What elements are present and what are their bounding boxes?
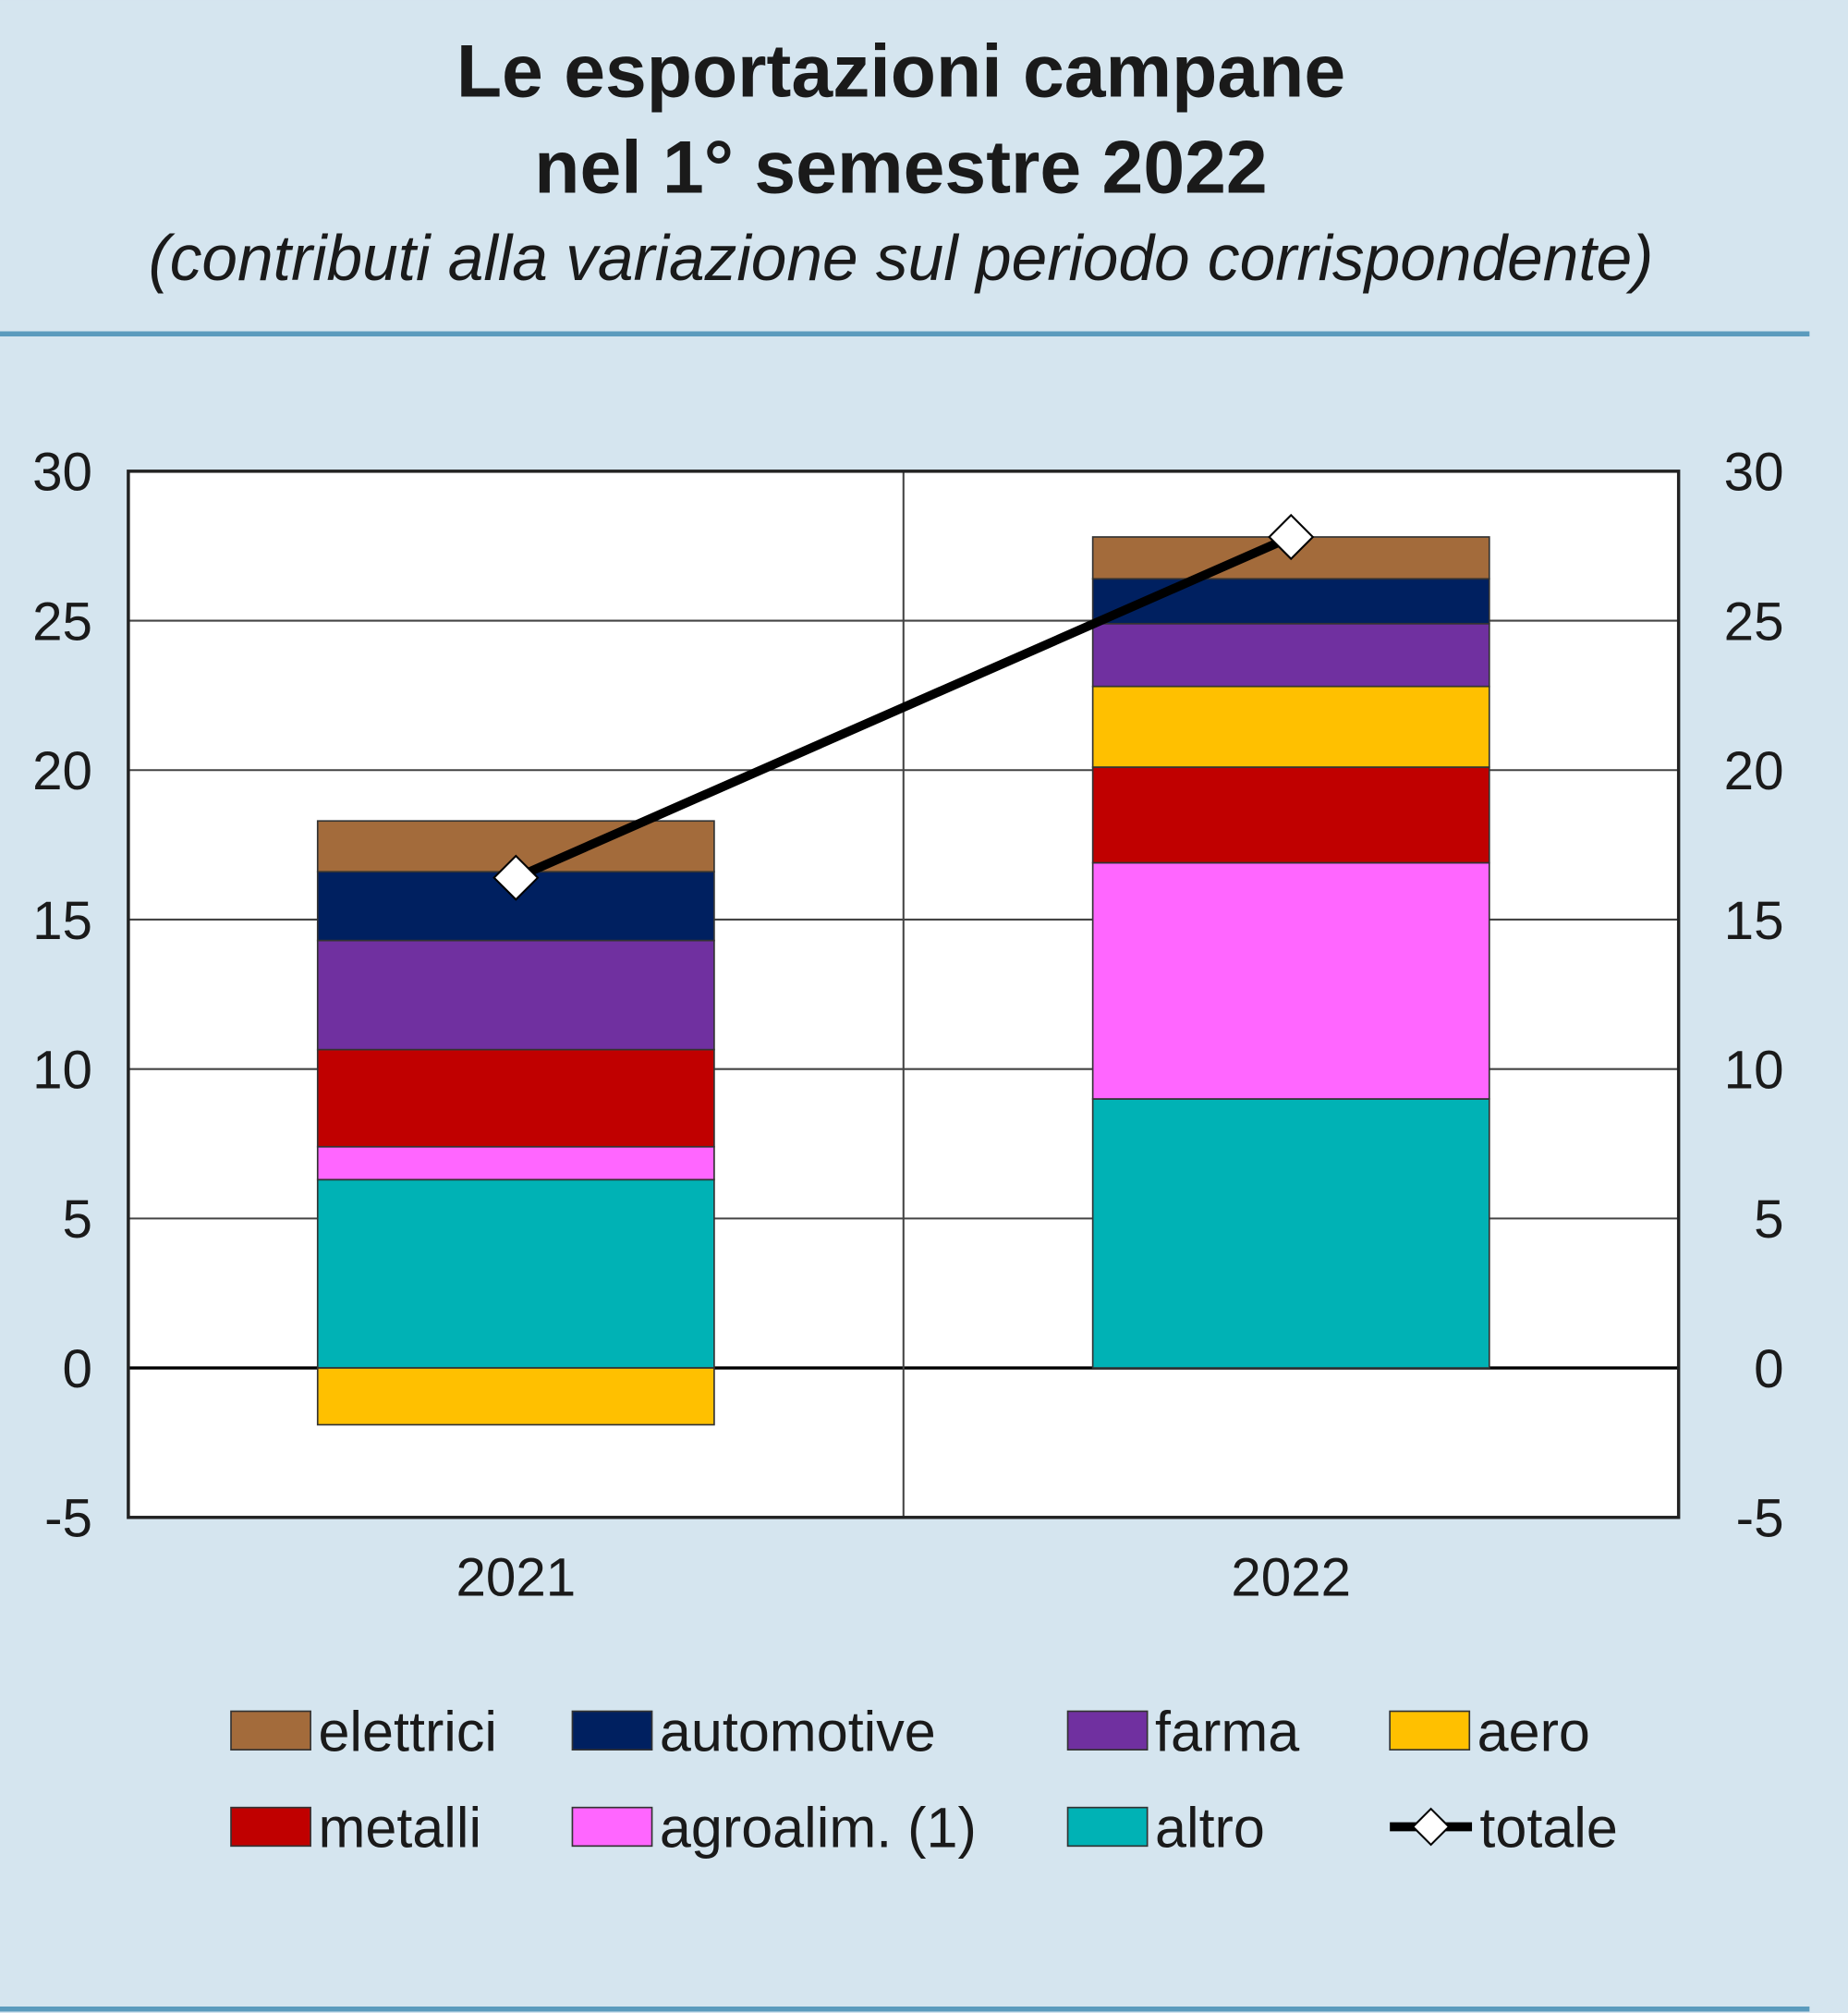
bar-segment-aero (316, 1367, 715, 1426)
legend-label: elettrici (318, 1701, 497, 1763)
y-tick-right: 20 (1724, 741, 1784, 801)
bar-segment-metalli (316, 1048, 715, 1148)
bar-segment-farma (1091, 622, 1490, 688)
bar-segment-altro (316, 1178, 715, 1369)
totale-marker (492, 854, 540, 901)
bar-segment-farma (316, 939, 715, 1051)
chart-title-line1: Le esportazioni campane (456, 30, 1345, 113)
y-tick-left: -5 (44, 1489, 92, 1549)
y-tick-left: 10 (32, 1040, 92, 1100)
x-tick-label: 2022 (1231, 1547, 1351, 1607)
legend-swatch (230, 1710, 311, 1751)
y-tick-right: 30 (1724, 443, 1784, 503)
legend-label: farma (1155, 1701, 1299, 1763)
legend-swatch (1389, 1710, 1471, 1751)
bar-segment-altro (1091, 1098, 1490, 1369)
legend-swatch (571, 1806, 653, 1848)
y-tick-right: -5 (1736, 1489, 1784, 1549)
y-tick-right: 25 (1724, 592, 1784, 652)
x-tick-label: 2021 (456, 1547, 576, 1607)
legend-label: totale (1479, 1797, 1618, 1860)
legend-swatch (1066, 1806, 1149, 1848)
bar-segment-agroalim (1091, 861, 1490, 1100)
y-tick-left: 25 (32, 592, 92, 652)
plot-border (127, 470, 1681, 1519)
y-tick-left: 5 (63, 1190, 92, 1250)
legend-marker (1411, 1807, 1451, 1847)
legend-label: automotive (660, 1701, 936, 1763)
legend-swatch (571, 1710, 653, 1751)
y-tick-left: 20 (32, 741, 92, 801)
legend-label: altro (1155, 1797, 1265, 1860)
legend-label: agroalim. (1) (660, 1797, 977, 1860)
chart-subtitle: (contributi alla variazione sul periodo … (149, 222, 1654, 294)
bar-segment-metalli (1091, 766, 1490, 864)
legend-label: aero (1477, 1701, 1590, 1763)
bar-segment-agroalim (316, 1145, 715, 1181)
legend-swatch (1066, 1710, 1149, 1751)
bar-segment-aero (1091, 685, 1490, 768)
totale-line (514, 532, 1294, 883)
chart-title-line2: nel 1° semestre 2022 (534, 126, 1267, 209)
y-tick-left: 30 (32, 443, 92, 503)
y-tick-right: 5 (1754, 1190, 1783, 1250)
y-tick-right: 0 (1754, 1339, 1783, 1399)
y-tick-left: 0 (63, 1339, 92, 1399)
bar-segment-automotive (1091, 578, 1490, 625)
y-tick-right: 15 (1724, 891, 1784, 951)
y-tick-left: 15 (32, 891, 92, 951)
totale-marker (1268, 513, 1315, 561)
legend-label: metalli (318, 1797, 481, 1860)
legend-swatch (230, 1806, 311, 1848)
y-tick-right: 10 (1724, 1040, 1784, 1100)
